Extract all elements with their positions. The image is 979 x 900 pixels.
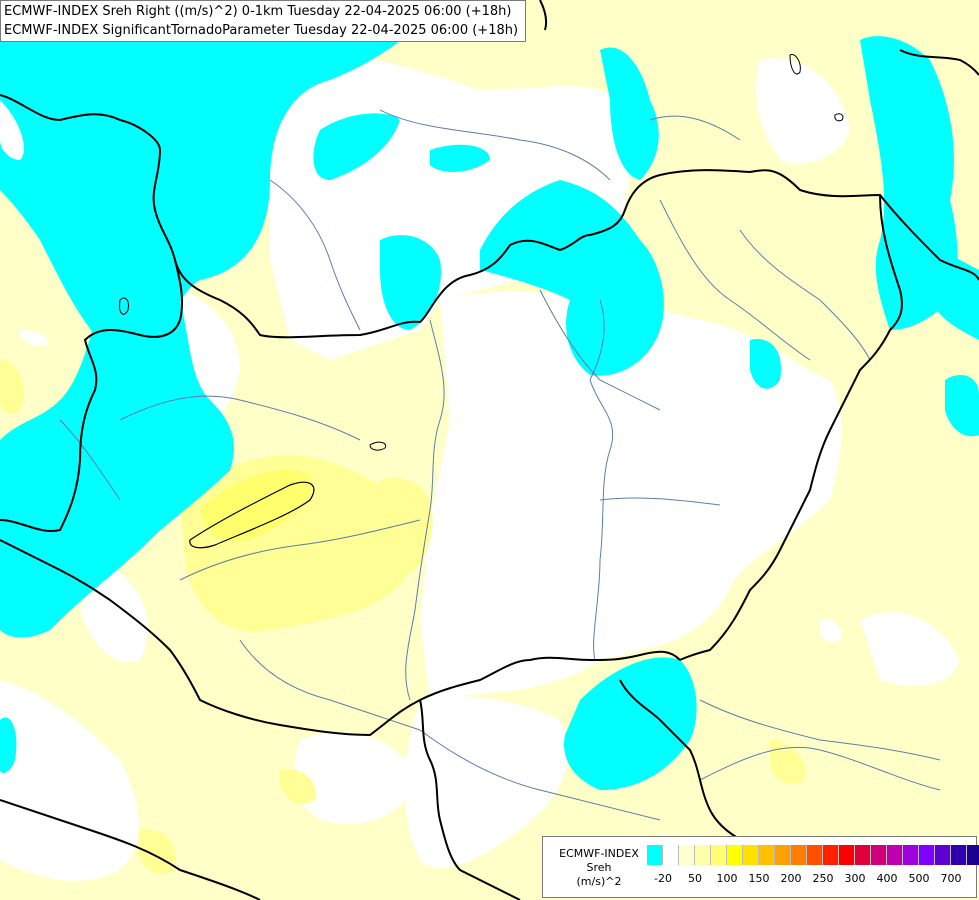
small-lakes <box>119 53 844 451</box>
legend-swatch <box>711 845 727 865</box>
title-line-2: ECMWF-INDEX SignificantTornadoParameter … <box>4 23 519 38</box>
legend-swatch <box>807 845 823 865</box>
legend-swatch <box>727 845 743 865</box>
legend-swatch <box>647 845 663 865</box>
legend-swatch <box>823 845 839 865</box>
legend-swatch <box>759 845 775 865</box>
cyan-areas <box>0 0 979 790</box>
legend-swatch <box>903 845 919 865</box>
legend-title-line-2: Sreh <box>586 861 612 874</box>
legend-swatch <box>887 845 903 865</box>
legend-color-scale <box>647 845 979 865</box>
title-line-1: ECMWF-INDEX Sreh Right ((m/s)^2) 0-1km T… <box>4 4 512 19</box>
legend-tick-label: 200 <box>780 872 802 885</box>
white-areas <box>0 53 960 881</box>
legend-title: ECMWF-INDEX Sreh (m/s)^2 <box>549 847 649 889</box>
legend-tick-label: 700 <box>940 872 962 885</box>
legend-box: ECMWF-INDEX Sreh (m/s)^2 -20 50 100 150 200 2… <box>542 836 979 898</box>
legend-tick-label: 400 <box>876 872 898 885</box>
legend-tick-label: 500 <box>908 872 930 885</box>
legend-swatch <box>839 845 855 865</box>
legend-swatch <box>951 845 967 865</box>
legend-tick-label: 250 <box>812 872 834 885</box>
legend-swatch <box>935 845 951 865</box>
legend-title-line-3: (m/s)^2 <box>576 875 622 888</box>
legend-swatch <box>871 845 887 865</box>
legend-swatch <box>679 845 695 865</box>
legend-swatch <box>695 845 711 865</box>
map-title-box: ECMWF-INDEX Sreh Right ((m/s)^2) 0-1km T… <box>0 0 526 42</box>
legend-swatch <box>855 845 871 865</box>
legend-tick-label: 50 <box>688 872 702 885</box>
legend-swatch <box>743 845 759 865</box>
legend-tick-label: 150 <box>748 872 770 885</box>
legend-swatch <box>967 845 979 865</box>
lake-balaton <box>189 481 315 549</box>
legend-swatch <box>919 845 935 865</box>
rivers <box>59 109 941 821</box>
legend-swatch <box>775 845 791 865</box>
legend-tick-label: -20 <box>654 872 672 885</box>
legend-swatch <box>791 845 807 865</box>
legend-title-line-1: ECMWF-INDEX <box>559 847 639 860</box>
legend-tick-labels: -20 50 100 150 200 250 300 400 500 700 <box>647 872 977 888</box>
legend-tick-label: 100 <box>716 872 738 885</box>
legend-swatch <box>663 845 679 865</box>
legend-tick-label: 300 <box>844 872 866 885</box>
